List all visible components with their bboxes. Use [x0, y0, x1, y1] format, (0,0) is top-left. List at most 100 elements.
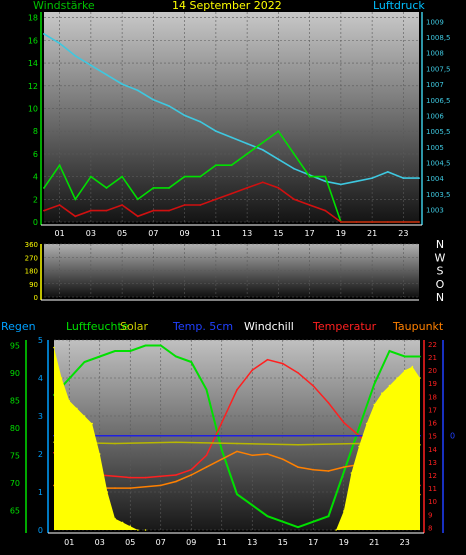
panel3-point-taupunkt-6	[144, 485, 147, 488]
panel2-ytick-right-1: O	[436, 278, 445, 291]
panel1-xtick-11: 23	[398, 229, 408, 238]
panel1-point-windstärke-0	[43, 187, 45, 189]
panel3-point-taupunkt-9	[190, 474, 193, 476]
panel1-point-windstärke-gust-7	[152, 209, 155, 212]
panel1-ytick-right-9: 1007,5	[426, 65, 451, 73]
panel1-point-luftdruck-20	[355, 180, 358, 183]
panel3-point-luftfeuchte-8	[175, 355, 177, 358]
panel2-ytick-left-4: 360	[25, 241, 38, 249]
panel1-xtick-3: 07	[148, 229, 158, 238]
panel1-xtick-0: 01	[55, 229, 65, 238]
panel2-ytick-left-1: 90	[29, 281, 38, 289]
panel3-point-luftfeuchte-13	[251, 504, 254, 507]
panel3-point-temperatur-12	[236, 388, 238, 391]
panel3-ytick-temp-5: 13	[428, 459, 437, 467]
panel3-point-taupunkt-18	[327, 470, 330, 472]
panel3-point-luftfeuchte-7	[159, 344, 162, 347]
panel1-ytick-right-5: 1005,5	[426, 128, 451, 136]
panel3-ytick-humidity-3: 80	[10, 424, 20, 433]
panel3-point-temperatur-9	[190, 468, 193, 471]
panel3-ytick-temp-9: 17	[428, 406, 437, 414]
panel1-point-windstärke-gust-9	[183, 204, 186, 206]
panel1-point-luftdruck-24	[418, 177, 420, 180]
panel3-point-luftfeuchte-3	[98, 355, 101, 358]
panel3-ytick-humidity-6: 95	[10, 342, 20, 351]
panel3-point-temperatur-16	[297, 371, 299, 374]
legend-regen: Regen	[1, 320, 36, 333]
panel1-point-luftdruck-13	[246, 142, 249, 145]
panel3-point-luftfeuchte-14	[266, 515, 269, 518]
panel3-point-temperatur-5	[129, 476, 132, 479]
panel3-xtick-5: 11	[217, 538, 227, 547]
panel3-point-temperatur-7	[159, 475, 162, 478]
panel1-point-windstärke-gust-16	[293, 198, 295, 201]
panel3-point-regen-3	[76, 407, 78, 410]
panel3-point-taupunkt-7	[159, 484, 162, 487]
panel1-point-luftdruck-10	[199, 120, 202, 123]
panel3-point-temperatur-10	[205, 454, 208, 457]
panel3-point-taupunkt-15	[281, 458, 284, 461]
panel3-point-luftfeuchte-21	[373, 383, 376, 385]
panel2-ytick-right-2: S	[437, 265, 444, 278]
panel2-ytick-right-0: N	[436, 291, 444, 304]
panel3-ytick-humidity-2: 75	[10, 452, 20, 461]
panel1-ytick-right-0: 1003	[426, 206, 444, 214]
panel1-point-luftdruck-12	[230, 136, 233, 139]
panel3-point-taupunkt-10	[205, 466, 208, 468]
panel3-point-regen-7	[106, 491, 109, 493]
panel1-point-windstärke-gust-15	[277, 187, 280, 189]
panel1-point-windstärke-1	[58, 164, 61, 167]
panel1-point-windstärke-gust-12	[230, 192, 233, 195]
panel1-point-windstärke-3	[89, 175, 92, 178]
panel3-ytick-humidity-4: 85	[10, 397, 20, 406]
panel1-point-windstärke-13	[246, 152, 249, 155]
panel1-xtick-9: 19	[336, 229, 346, 238]
panel3-xtick-11: 23	[400, 538, 410, 547]
panel3-point-temperatur-8	[175, 474, 177, 476]
panel1-ytick-left-3: 6	[33, 150, 38, 159]
panel3-point-taupunkt-19	[342, 466, 345, 468]
panel3-point-luftfeuchte-17	[312, 520, 315, 523]
panel1-ytick-right-7: 1006,5	[426, 97, 451, 105]
panel1-point-windstärke-2	[74, 198, 77, 201]
panel1-xtick-4: 09	[180, 229, 190, 238]
panel3-point-regen-20	[388, 384, 391, 387]
panel3-point-luftfeuchte-22	[388, 350, 391, 352]
panel3-point-taupunkt-12	[236, 450, 238, 453]
panel1-point-windstärke-7	[152, 187, 155, 189]
panel3-xtick-9: 19	[339, 538, 349, 547]
panel3-ytick-temp-7: 15	[428, 433, 437, 441]
panel3-point-regen-13	[335, 529, 337, 531]
panel1-point-windstärke-14	[261, 141, 264, 144]
panel3-point-taupunkt-13	[251, 454, 254, 457]
legend-temp5cm: Temp. 5cm	[173, 320, 234, 333]
panel3-point-temperatur-17	[312, 385, 315, 387]
panel1-point-luftdruck-18	[324, 180, 327, 183]
panel2-ytick-left-3: 270	[25, 254, 38, 262]
panel3-point-luftfeuchte-2	[83, 361, 86, 363]
panel3-point-regen-14	[342, 510, 345, 512]
panel3-point-temperatur-15	[281, 362, 284, 365]
panel1-point-windstärke-6	[136, 198, 139, 201]
panel3-ytick-rain-5: 5	[38, 336, 43, 345]
panel3-point-temperatur-18	[327, 402, 330, 404]
panel1-point-windstärke-gust-1	[58, 204, 61, 206]
panel1-point-windstärke-gust-24	[418, 221, 420, 223]
panel3-point-solar-5	[358, 442, 360, 445]
panel1-point-luftdruck-14	[261, 149, 264, 151]
panel3-point-regen-1	[60, 377, 63, 379]
panel3-point-regen-11	[137, 529, 139, 531]
legend-solar: Solar	[120, 320, 149, 333]
panel3-xtick-3: 07	[156, 538, 166, 547]
panel3-point-luftfeuchte-11	[220, 449, 223, 451]
panel3-point-luftfeuchte-20	[358, 427, 360, 429]
panel3-point-luftfeuchte-6	[144, 344, 147, 347]
panel3-point-luftfeuchte-9	[190, 361, 193, 363]
panel1-point-windstärke-gust-18	[324, 209, 327, 212]
legend-temperatur: Temperatur	[313, 320, 377, 333]
panel3-point-taupunkt-8	[175, 480, 177, 483]
panel1-point-windstärke-gust-23	[402, 221, 405, 223]
panel1-ytick-right-10: 1008	[426, 50, 444, 58]
panel1-point-luftdruck-22	[386, 170, 389, 173]
